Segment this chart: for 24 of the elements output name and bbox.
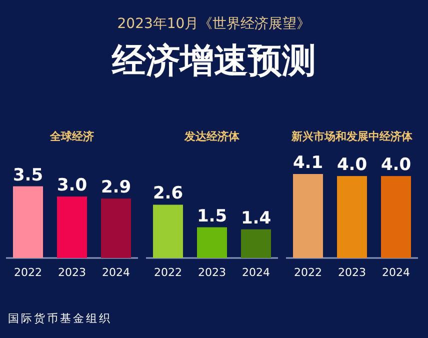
data-label: 2.6 xyxy=(152,184,184,204)
data-label: 3.5 xyxy=(12,165,44,186)
chart-title: 全球经济 xyxy=(49,130,94,143)
text: 经济增速预测 xyxy=(111,41,316,81)
text: 国际货币基金组织 xyxy=(8,312,112,325)
data-label: 4.0 xyxy=(336,155,368,176)
chart-title: 新兴市场和发展中经济体 xyxy=(290,130,414,143)
x-tick-label: 2023 xyxy=(58,266,86,279)
data-label: 4.1 xyxy=(292,153,324,173)
text: 2023年10月《世界经济展望》 xyxy=(117,16,311,32)
x-tick-label: 2022 xyxy=(294,266,322,279)
x-tick-label: 2022 xyxy=(154,266,182,279)
x-tick-label: 2023 xyxy=(198,266,226,279)
data-label: 1.5 xyxy=(196,206,228,226)
data-label: 1.4 xyxy=(240,208,272,228)
x-tick-label: 2024 xyxy=(242,266,270,279)
x-tick-label: 2024 xyxy=(102,266,130,279)
data-label: 4.0 xyxy=(380,155,412,176)
x-tick-label: 2022 xyxy=(14,266,42,279)
chart-title: 发达经济体 xyxy=(184,130,240,143)
x-tick-label: 2024 xyxy=(382,266,410,279)
data-label: 2.9 xyxy=(100,178,132,198)
data-label: 3.0 xyxy=(56,176,88,196)
x-tick-label: 2023 xyxy=(338,266,366,279)
